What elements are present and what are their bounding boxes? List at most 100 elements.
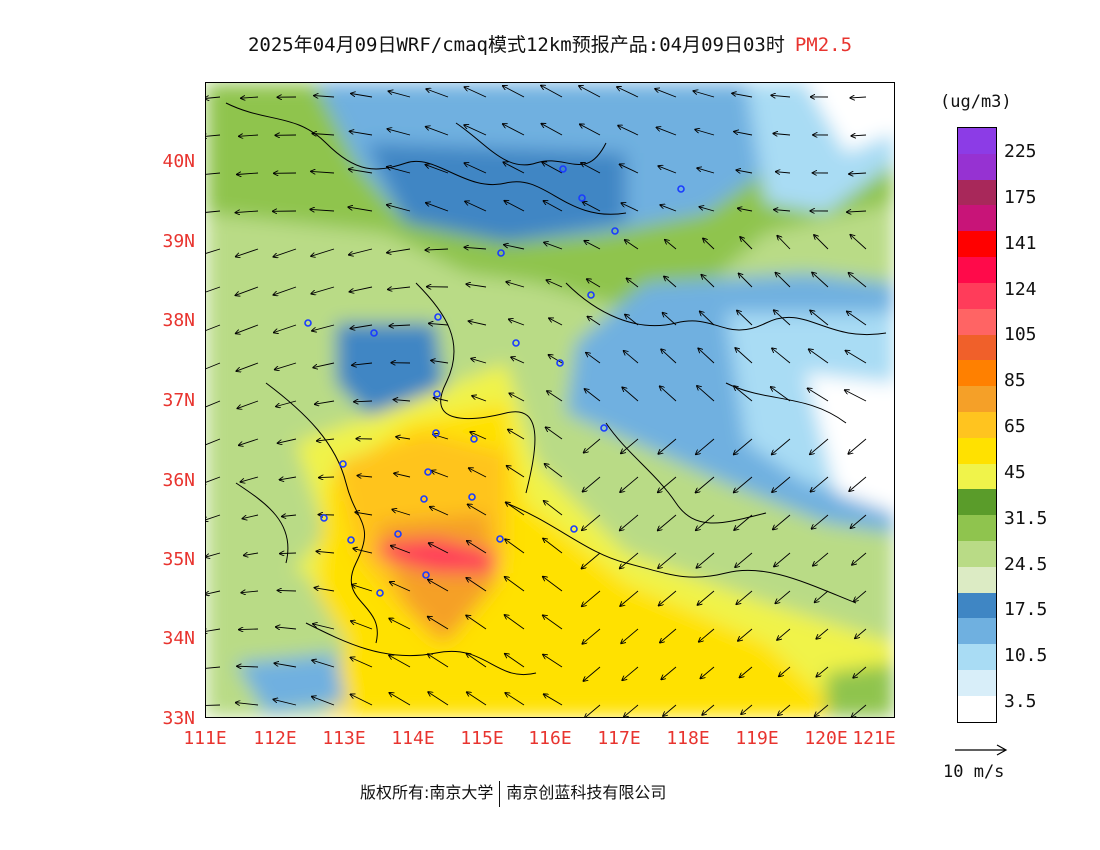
legend-label-3-5: 3.5	[1004, 691, 1037, 712]
wind-arrow	[319, 477, 335, 478]
wind-arrow	[348, 207, 373, 212]
wind-arrow	[736, 170, 753, 173]
wind-arrow	[579, 86, 601, 98]
wind-arrow	[850, 235, 867, 250]
colorbar	[957, 127, 997, 723]
colorbar-swatch	[958, 515, 996, 541]
station-marker	[468, 493, 476, 501]
wind-arrow	[588, 317, 601, 326]
wind-arrow	[624, 704, 639, 717]
footer-divider	[499, 780, 501, 807]
wind-reference-label: 10 m/s	[943, 762, 1005, 782]
wind-arrow	[620, 476, 639, 492]
wind-arrow	[311, 248, 335, 256]
station-marker	[433, 390, 441, 398]
wind-arrow	[543, 539, 563, 554]
colorbar-swatch	[958, 541, 996, 567]
legend-label-65: 65	[1004, 416, 1026, 437]
wind-arrow	[467, 692, 487, 706]
station-marker	[556, 359, 564, 367]
wind-arrow	[700, 666, 715, 678]
lon-label-112e: 112E	[253, 728, 297, 749]
wind-arrow	[696, 476, 715, 493]
wind-arrow	[734, 386, 753, 402]
wind-arrow	[350, 286, 373, 292]
wind-arrow	[542, 162, 563, 174]
wind-arrow	[699, 628, 715, 642]
wind-arrow	[236, 703, 259, 705]
colorbar-swatch	[958, 231, 996, 258]
wind-arrow	[280, 553, 297, 554]
pollutant-label: PM2.5	[794, 34, 853, 56]
wind-arrow	[739, 274, 753, 288]
station-marker	[600, 424, 608, 432]
wind-arrow	[584, 438, 601, 453]
wind-arrow	[696, 438, 715, 454]
footer: 版权所有:南京大学 南京创蓝科技有限公司	[360, 779, 666, 807]
wind-arrow	[778, 704, 791, 715]
wind-arrow	[389, 619, 411, 630]
copyright-text: 版权所有:南京大学	[360, 783, 494, 802]
wind-arrow	[466, 578, 487, 592]
wind-arrow	[206, 400, 221, 408]
lon-label-118e: 118E	[666, 728, 710, 749]
legend-label-31-5: 31.5	[1004, 508, 1048, 529]
company-text: 南京创蓝科技有限公司	[506, 783, 667, 802]
wind-arrow	[732, 93, 753, 98]
wind-arrow	[847, 211, 867, 212]
wind-arrow	[357, 476, 373, 477]
wind-arrow	[349, 169, 373, 174]
wind-arrow	[741, 704, 753, 714]
wind-arrow	[655, 89, 677, 98]
wind-arrow	[469, 468, 487, 478]
wind-arrow	[505, 693, 525, 706]
wind-arrow	[772, 438, 791, 454]
wind-arrow	[582, 590, 601, 606]
wind-arrow	[617, 87, 639, 98]
colorbar-swatch	[958, 334, 996, 361]
wind-arrow	[584, 241, 601, 250]
wind-arrow	[236, 362, 259, 371]
wind-arrow	[771, 95, 791, 97]
lat-label-35n: 35N	[162, 549, 195, 570]
forecast-map[interactable]	[205, 82, 895, 718]
wind-arrow	[311, 171, 335, 173]
station-marker	[496, 535, 504, 543]
station-marker	[434, 313, 442, 321]
wind-arrow	[387, 205, 411, 212]
wind-arrow	[586, 353, 601, 364]
wind-arrow	[852, 552, 867, 565]
legend-label-175: 175	[1004, 187, 1037, 208]
wind-arrow	[658, 552, 677, 568]
wind-arrow	[426, 89, 449, 98]
wind-arrow	[658, 166, 677, 174]
wind-arrow	[316, 551, 335, 553]
wind-arrow	[511, 357, 525, 364]
wind-arrow	[541, 86, 563, 98]
wind-arrow	[775, 590, 791, 603]
wind-arrow	[697, 386, 715, 402]
wind-arrow	[429, 543, 449, 554]
lon-label-119e: 119E	[735, 728, 779, 749]
wind-arrow	[734, 514, 753, 530]
wind-arrow	[236, 211, 259, 213]
wind-arrow	[812, 273, 829, 288]
wind-arrow	[776, 273, 791, 288]
colorbar-swatch	[958, 282, 996, 309]
wind-arrow	[206, 324, 221, 331]
wind-arrow	[206, 248, 221, 254]
map-title: 2025年04月09日WRF/cmaq模式12km预报产品:04月09日03时 P…	[0, 30, 1100, 57]
wind-arrow	[241, 97, 259, 98]
wind-arrow	[544, 501, 563, 516]
colorbar-swatch	[958, 618, 996, 645]
wind-arrow	[389, 325, 411, 326]
station-marker	[376, 589, 384, 597]
wind-arrow	[620, 514, 639, 530]
wind-arrow	[507, 466, 525, 478]
station-marker	[578, 194, 586, 202]
wind-arrow	[391, 546, 411, 554]
wind-arrow	[581, 163, 601, 174]
station-marker	[394, 530, 402, 538]
wind-arrow	[845, 390, 867, 402]
wind-arrow	[544, 242, 563, 250]
